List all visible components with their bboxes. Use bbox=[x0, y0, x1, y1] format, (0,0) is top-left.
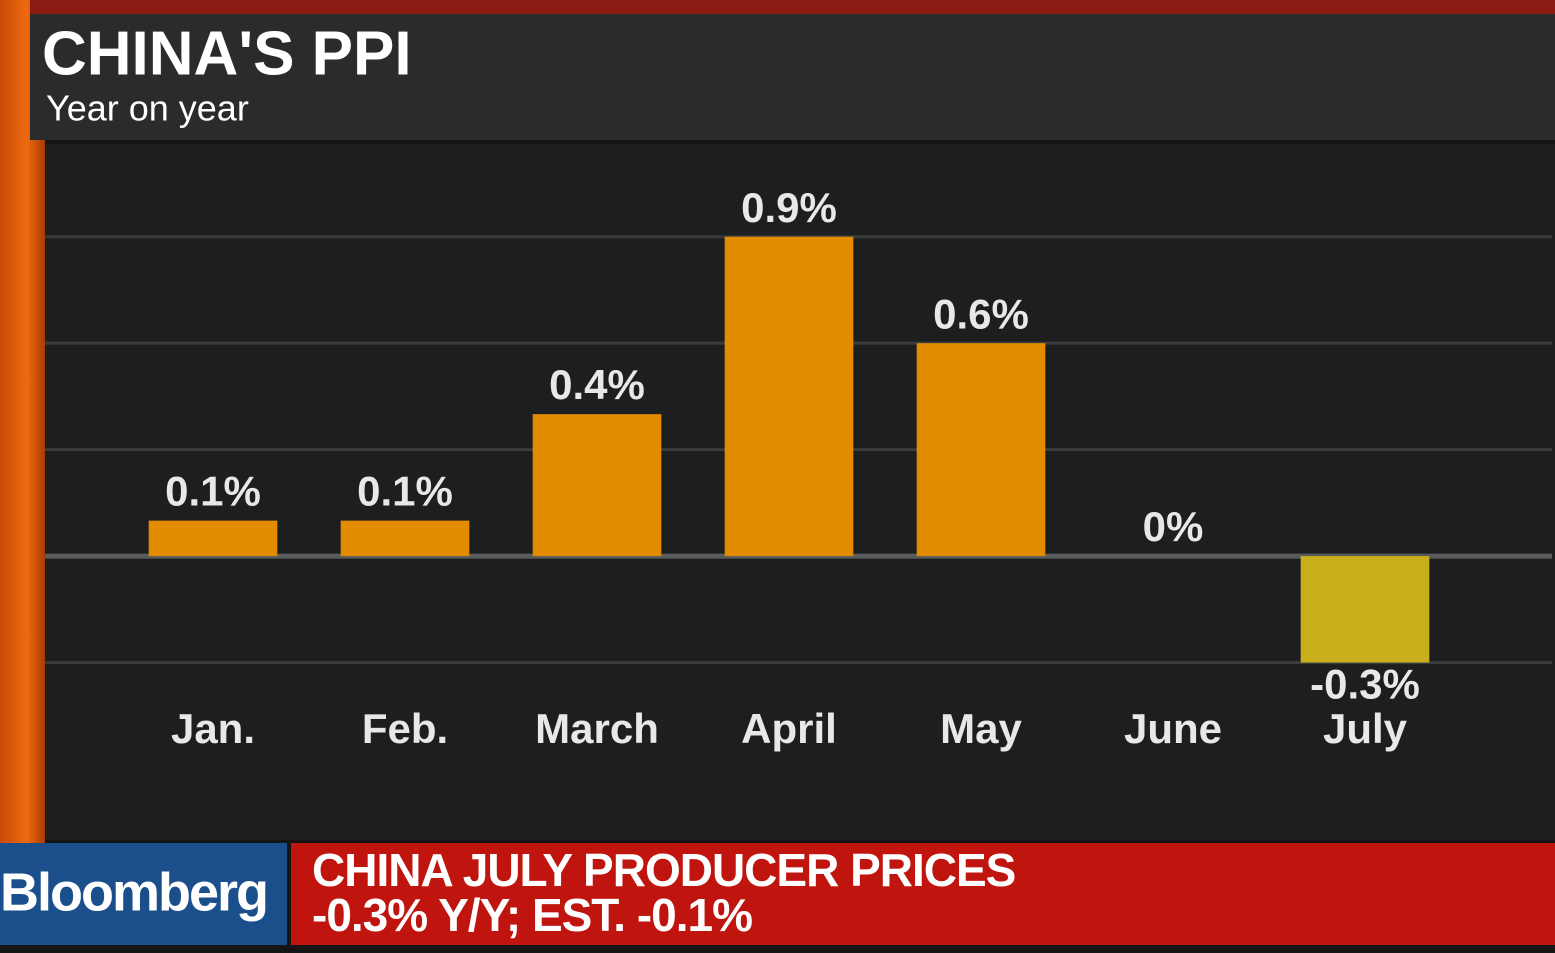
x-tick-label: Jan. bbox=[171, 705, 255, 752]
x-tick-label: May bbox=[940, 705, 1022, 752]
value-label: 0% bbox=[1143, 503, 1204, 550]
bar bbox=[148, 520, 278, 557]
value-label: 0.9% bbox=[741, 184, 837, 231]
x-tick-label: June bbox=[1124, 705, 1222, 752]
x-tick-label: July bbox=[1323, 705, 1408, 752]
headline: CHINA JULY PRODUCER PRICES bbox=[312, 844, 1015, 896]
value-label: 0.6% bbox=[933, 290, 1029, 337]
chart-subtitle: Year on year bbox=[46, 88, 249, 129]
chart-title: CHINA'S PPI bbox=[42, 19, 412, 88]
x-tick-label: Feb. bbox=[362, 705, 448, 752]
value-label: 0.4% bbox=[549, 361, 645, 408]
x-tick-label: April bbox=[741, 705, 837, 752]
header-panel bbox=[30, 14, 1555, 140]
side-strip bbox=[0, 0, 45, 845]
value-label: 0.1% bbox=[165, 468, 261, 515]
plot: Jan. 0.1% Feb. 0.1% March 0.4% April 0.9% May 0.6… bbox=[45, 184, 1552, 752]
value-label: 0.1% bbox=[357, 468, 453, 515]
brand-box bbox=[0, 843, 287, 945]
headline-box bbox=[291, 843, 1555, 945]
brand: Bloomberg bbox=[0, 862, 267, 922]
bar bbox=[724, 236, 854, 557]
bar bbox=[1300, 556, 1430, 663]
headline: -0.3% Y/Y; EST. -0.1% bbox=[312, 889, 752, 941]
top-strip bbox=[30, 0, 1555, 14]
bar bbox=[340, 520, 470, 557]
x-tick-label: March bbox=[535, 705, 659, 752]
value-label: -0.3% bbox=[1310, 661, 1420, 708]
bar bbox=[532, 414, 662, 557]
bar bbox=[916, 343, 1046, 557]
